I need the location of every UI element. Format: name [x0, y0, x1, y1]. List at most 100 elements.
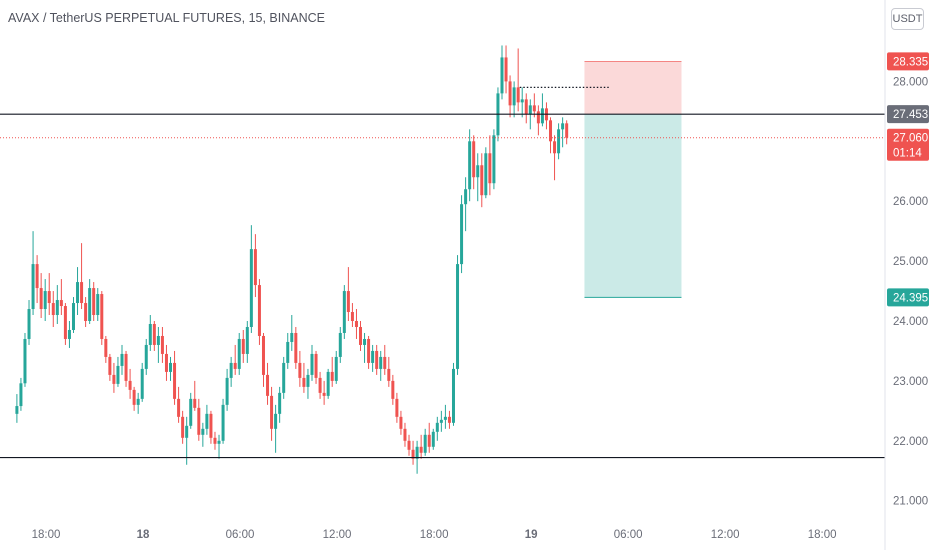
candle[interactable] — [282, 356, 286, 399]
take-profit-zone[interactable] — [584, 114, 682, 298]
candle[interactable] — [181, 410, 185, 444]
candle[interactable] — [71, 297, 75, 333]
candle[interactable] — [84, 297, 88, 327]
candle[interactable] — [104, 335, 108, 363]
candle[interactable] — [427, 422, 431, 453]
candle[interactable] — [391, 374, 395, 405]
position-tool[interactable] — [584, 61, 682, 298]
candle[interactable] — [346, 267, 350, 321]
candle[interactable] — [213, 431, 217, 450]
candle[interactable] — [67, 321, 71, 348]
candle[interactable] — [500, 45, 504, 100]
candle[interactable] — [15, 394, 19, 423]
candle[interactable] — [549, 117, 553, 154]
candle[interactable] — [209, 410, 213, 444]
candle[interactable] — [257, 279, 261, 345]
candle[interactable] — [266, 362, 270, 405]
candle[interactable] — [253, 234, 257, 298]
candle[interactable] — [59, 279, 63, 316]
candle[interactable] — [173, 350, 177, 405]
candle[interactable] — [144, 338, 148, 375]
candle[interactable] — [80, 243, 84, 310]
candle[interactable] — [342, 285, 346, 339]
candle[interactable] — [383, 344, 387, 375]
candle[interactable] — [330, 356, 334, 387]
candle[interactable] — [100, 291, 104, 345]
candle[interactable] — [403, 422, 407, 447]
candle[interactable] — [152, 321, 156, 351]
candle[interactable] — [484, 147, 488, 199]
candle[interactable] — [464, 177, 468, 232]
candle[interactable] — [536, 105, 540, 136]
candle[interactable] — [367, 335, 371, 369]
candle[interactable] — [92, 282, 96, 321]
candle[interactable] — [136, 392, 140, 414]
candle[interactable] — [286, 332, 290, 369]
candle[interactable] — [124, 350, 128, 387]
candle[interactable] — [270, 386, 274, 441]
candle[interactable] — [278, 386, 282, 423]
candle[interactable] — [27, 300, 31, 345]
candle[interactable] — [245, 321, 249, 363]
candle[interactable] — [140, 362, 144, 402]
candle[interactable] — [460, 195, 464, 274]
candle[interactable] — [439, 410, 443, 432]
candle[interactable] — [407, 434, 411, 456]
candle[interactable] — [472, 135, 476, 190]
candle[interactable] — [326, 368, 330, 399]
candle[interactable] — [561, 117, 565, 148]
candle[interactable] — [108, 353, 112, 381]
candle[interactable] — [354, 309, 358, 339]
candle[interactable] — [314, 350, 318, 384]
candle[interactable] — [185, 416, 189, 465]
candle[interactable] — [128, 368, 132, 399]
candle[interactable] — [132, 386, 136, 411]
candle[interactable] — [306, 368, 310, 399]
candle[interactable] — [233, 344, 237, 375]
candle[interactable] — [359, 321, 363, 351]
candle[interactable] — [375, 344, 379, 375]
candle[interactable] — [504, 45, 508, 94]
candle[interactable] — [443, 404, 447, 429]
candle[interactable] — [492, 129, 496, 190]
candle[interactable] — [120, 344, 124, 375]
candle[interactable] — [447, 410, 451, 429]
candle[interactable] — [160, 326, 164, 363]
candle[interactable] — [532, 93, 536, 118]
candle[interactable] — [363, 332, 367, 363]
candle[interactable] — [148, 315, 152, 351]
candle[interactable] — [451, 362, 455, 426]
candle[interactable] — [63, 303, 67, 345]
price-axis[interactable]: 21.000 22.000 23.000 24.000 25.000 26.000 28.0… — [893, 76, 928, 507]
candle[interactable] — [488, 135, 492, 196]
candle[interactable] — [51, 291, 55, 327]
candle[interactable] — [274, 404, 278, 453]
candle[interactable] — [229, 356, 233, 387]
candle[interactable] — [544, 102, 548, 130]
candle[interactable] — [476, 153, 480, 202]
stop-loss-zone[interactable] — [584, 61, 682, 115]
candle[interactable] — [399, 410, 403, 435]
candle[interactable] — [350, 303, 354, 327]
time-axis[interactable]: 18:00 18 06:00 12:00 18:00 19 06:00 12:00 18:00 — [32, 529, 837, 541]
candle[interactable] — [241, 329, 245, 363]
candle[interactable] — [371, 344, 375, 372]
candle[interactable] — [225, 368, 229, 411]
candle[interactable] — [261, 332, 265, 387]
candle[interactable] — [23, 332, 27, 387]
candle[interactable] — [43, 279, 47, 321]
candle[interactable] — [298, 350, 302, 387]
candle[interactable] — [524, 93, 528, 124]
candle[interactable] — [520, 87, 524, 118]
candle[interactable] — [512, 81, 516, 118]
candle[interactable] — [76, 267, 80, 316]
candle[interactable] — [565, 120, 569, 145]
candle[interactable] — [294, 326, 298, 369]
candle[interactable] — [169, 356, 173, 381]
candle[interactable] — [47, 273, 51, 316]
candle[interactable] — [423, 428, 427, 456]
candle[interactable] — [557, 123, 561, 160]
candle[interactable] — [334, 350, 338, 384]
candle[interactable] — [553, 135, 557, 181]
